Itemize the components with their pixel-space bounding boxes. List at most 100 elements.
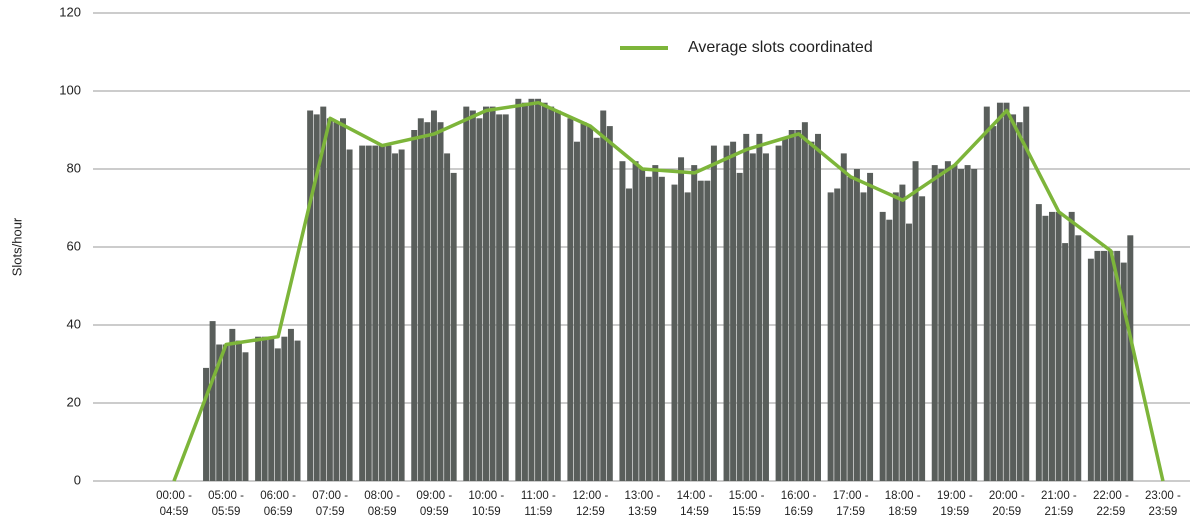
bar [450,172,457,481]
bar [398,149,405,481]
x-tick-label: 23:59 [1149,506,1178,518]
bar [834,188,841,481]
x-tick-label: 18:00 - [885,490,921,502]
bar [808,141,815,481]
bar [483,106,489,481]
y-tick-label: 20 [67,394,81,409]
bar [476,118,483,482]
bar [626,188,632,481]
bar [762,153,769,481]
x-tick-label: 06:00 - [260,490,296,502]
bar [704,180,711,481]
bar [287,328,294,481]
bar [1127,235,1134,481]
bar [469,110,476,481]
bar [944,161,951,481]
x-tick-label: 13:59 [628,506,657,518]
bar [723,145,730,481]
x-tick-label: 05:59 [212,506,241,518]
bar [886,219,893,481]
bar [424,122,431,481]
bar [541,102,548,481]
bar [1035,204,1042,481]
bar [899,184,906,481]
bar [463,106,470,481]
bar [378,145,385,481]
bar [535,98,542,482]
x-tick-label: 12:59 [576,506,605,518]
bar [1120,262,1127,481]
bar [1075,235,1082,481]
x-tick-label: 20:00 - [989,490,1025,502]
bar [645,176,652,482]
x-tick-label: 04:59 [160,506,189,518]
average-line [172,100,1165,482]
bar [853,169,860,481]
bar [515,98,522,482]
x-tick-label: 13:00 - [625,490,661,502]
bar [1114,250,1121,481]
bar [1094,250,1101,481]
bar [1010,114,1017,482]
x-tick-label: 00:00 - [156,490,192,502]
bar [1055,211,1062,481]
bar [346,149,353,481]
bar [587,126,594,481]
bar [255,336,262,481]
bar [600,110,607,481]
bar [606,126,613,481]
bar [1062,243,1069,481]
bar [971,169,978,481]
bar [365,145,372,481]
bar [489,106,496,481]
bar [521,102,528,481]
x-tick-label: 19:59 [940,506,969,518]
bar [795,130,802,481]
bar [359,145,366,481]
bar [326,118,333,482]
bar [658,176,665,482]
y-tick-label: 40 [67,316,81,331]
x-tick-label: 08:59 [368,506,397,518]
bar [411,130,418,481]
x-tick-label: 19:00 - [937,490,973,502]
bar [931,165,938,481]
bar [580,122,587,481]
bar [730,141,737,481]
bar [938,169,945,481]
bar [867,172,874,481]
bar [307,110,314,481]
bar [593,137,600,482]
bar [912,161,919,481]
x-tick-label: 09:00 - [416,490,452,502]
bar [1068,211,1075,481]
bar [1016,122,1023,481]
bar [801,122,808,481]
bar [847,176,854,482]
bar [502,114,509,482]
x-tick-label: 06:59 [264,506,293,518]
bar [1042,215,1049,482]
bar [951,165,958,481]
bar [496,114,503,482]
x-tick-label: 05:00 - [208,490,244,502]
bar [958,169,965,481]
y-tick-label: 80 [67,160,81,175]
bar [281,336,288,481]
bar [313,114,320,482]
bar [840,153,847,481]
bar [697,180,704,481]
bar [333,122,340,481]
bar [756,133,763,481]
bar [528,98,535,482]
bar [372,145,379,481]
bar [268,336,275,481]
x-tick-label: 16:59 [784,506,813,518]
x-tick-label: 17:59 [836,506,865,518]
x-tick-label: 11:00 - [521,490,556,502]
x-tick-label: 22:59 [1097,506,1126,518]
bar [567,118,574,482]
bar [639,169,646,481]
bar [919,196,926,482]
